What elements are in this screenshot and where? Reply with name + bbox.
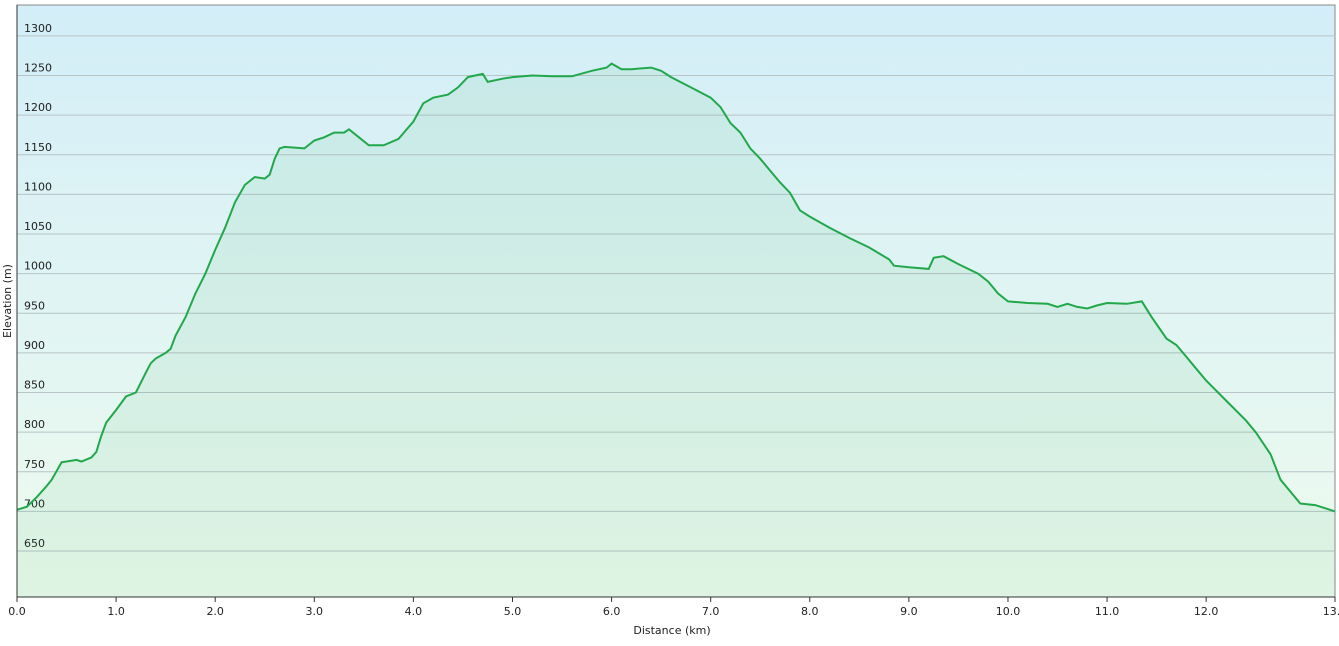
y-tick-label: 1300 bbox=[24, 22, 52, 35]
x-tick-label: 8.0 bbox=[801, 605, 819, 618]
y-tick-label: 1200 bbox=[24, 101, 52, 114]
x-tick-label: 13.3 bbox=[1323, 605, 1339, 618]
x-tick-label: 10.0 bbox=[996, 605, 1021, 618]
x-tick-label: 6.0 bbox=[603, 605, 621, 618]
x-tick-label: 2.0 bbox=[206, 605, 224, 618]
x-tick-label: 9.0 bbox=[900, 605, 918, 618]
y-tick-label: 1250 bbox=[24, 62, 52, 75]
y-axis-label: Elevation (m) bbox=[1, 264, 14, 338]
y-tick-label: 1150 bbox=[24, 141, 52, 154]
y-tick-label: 850 bbox=[24, 379, 45, 392]
y-tick-label: 1100 bbox=[24, 180, 52, 193]
x-tick-label: 1.0 bbox=[107, 605, 125, 618]
elevation-line bbox=[16, 62, 1336, 513]
y-tick-label: 1000 bbox=[24, 260, 52, 273]
y-tick-label: 900 bbox=[24, 339, 45, 352]
y-tick-label: 750 bbox=[24, 458, 45, 471]
x-tick-label: 7.0 bbox=[702, 605, 720, 618]
x-tick-label: 0.0 bbox=[8, 605, 26, 618]
y-tick-label: 650 bbox=[24, 537, 45, 550]
y-tick-label: 700 bbox=[24, 497, 45, 510]
x-tick-label: 12.0 bbox=[1194, 605, 1219, 618]
y-tick-label: 800 bbox=[24, 418, 45, 431]
x-tick-label: 5.0 bbox=[504, 605, 522, 618]
x-tick-label: 3.0 bbox=[306, 605, 324, 618]
x-tick-label: 11.0 bbox=[1095, 605, 1120, 618]
y-tick-label: 1050 bbox=[24, 220, 52, 233]
plot-area bbox=[16, 4, 1336, 598]
area-fill bbox=[17, 63, 1335, 598]
y-tick-label: 950 bbox=[24, 299, 45, 312]
x-axis-label: Distance (km) bbox=[633, 624, 710, 637]
x-tick-label: 4.0 bbox=[405, 605, 423, 618]
